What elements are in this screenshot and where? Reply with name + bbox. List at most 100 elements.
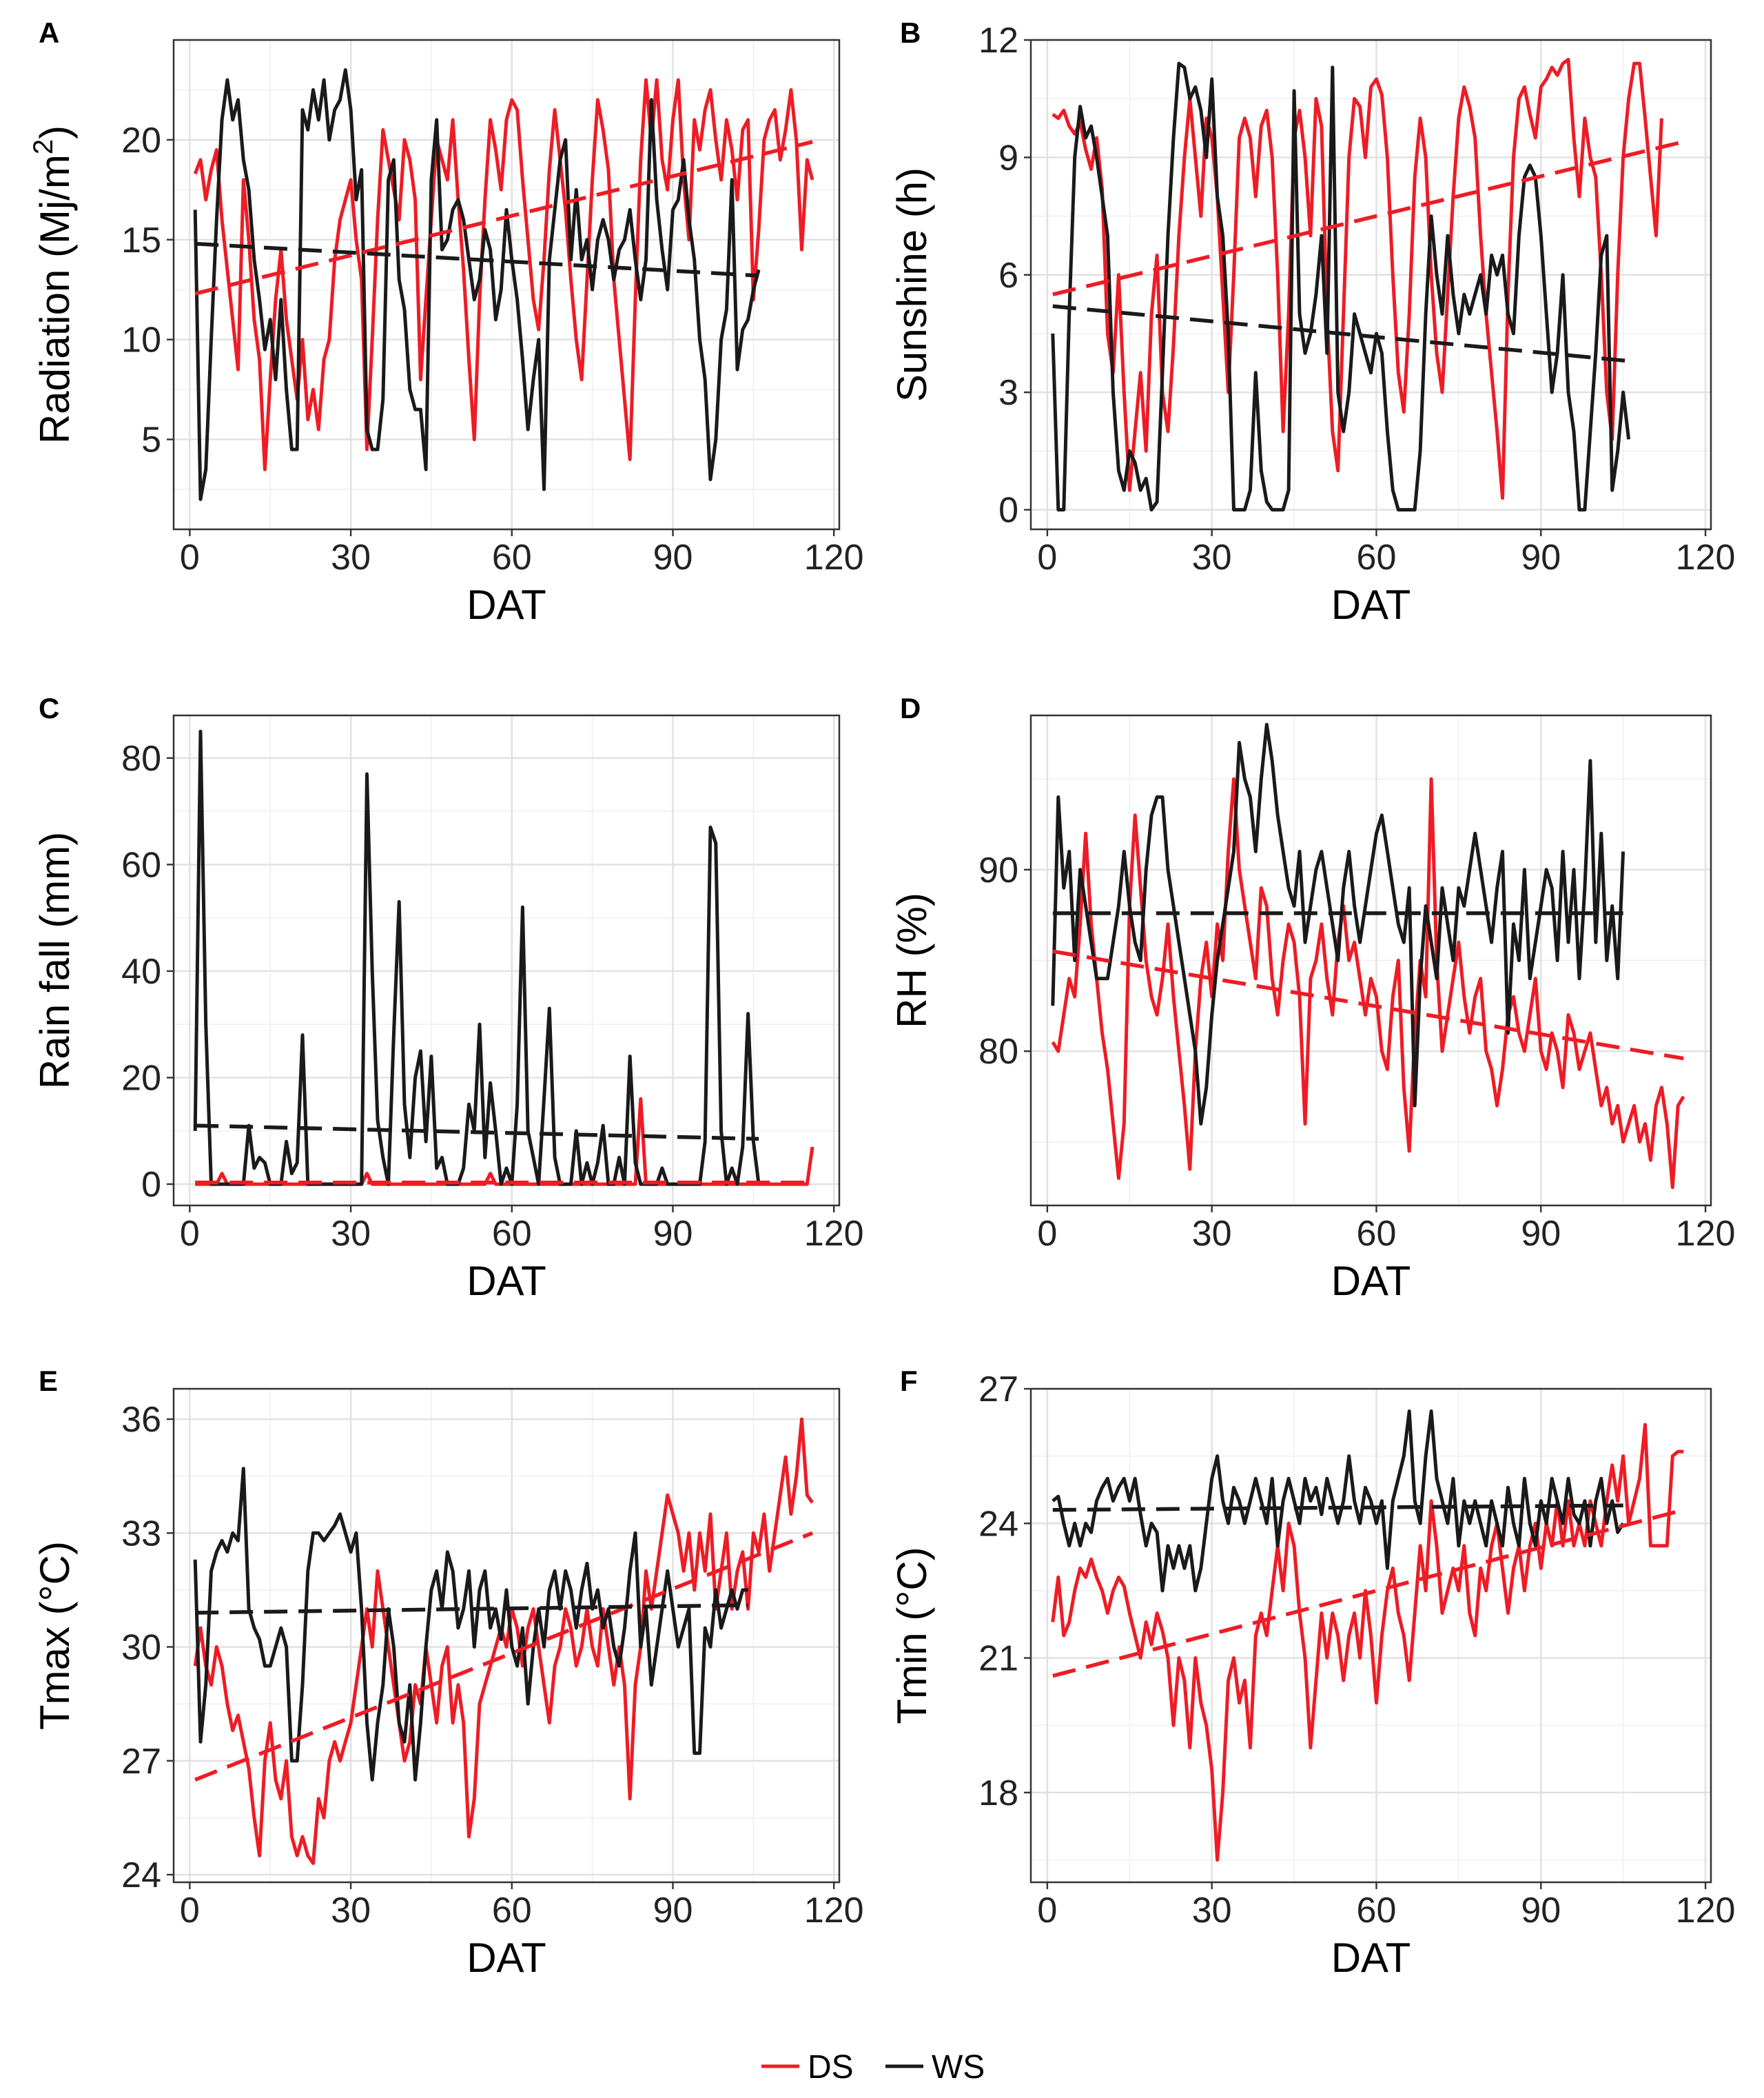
x-tick-label: 120 [804, 1214, 864, 1254]
y-tick-label: 5 [141, 420, 161, 460]
series-ds-line [1051, 777, 1685, 1190]
panel-letter: C [39, 692, 59, 724]
x-tick-label: 90 [1521, 1891, 1561, 1931]
y-tick-label: 12 [978, 21, 1018, 61]
x-tick-label: 30 [1192, 1891, 1232, 1931]
y-tick-label: 80 [121, 739, 161, 779]
panel-d: 0 30 60 90 120 80 90 DAT RH (%) D [889, 692, 1735, 1304]
panel-letter: F [900, 1365, 918, 1397]
x-tick-label: 0 [1037, 538, 1057, 578]
x-tick-label: 120 [804, 1891, 864, 1931]
y-tick-label: 90 [978, 851, 1018, 890]
panel-b: 0 30 60 90 120 0 3 6 9 12 DAT Sunshine (h) B [889, 17, 1735, 628]
panel-frame [172, 1387, 841, 1884]
x-axis-title: DAT [466, 582, 546, 628]
y-axis-title: RH (%) [889, 893, 935, 1028]
x-axis-title: DAT [466, 1258, 546, 1304]
panel-e: 0 30 60 90 120 24 27 30 33 36 DAT Tmax (°C) E [32, 1365, 864, 1981]
y-tick-label: 20 [121, 121, 161, 161]
x-tick-label: 120 [804, 538, 864, 578]
trend-ds-line [194, 140, 813, 296]
y-tick-label: 24 [121, 1855, 161, 1895]
panel-letter: E [39, 1365, 58, 1397]
panel-c: 0 30 60 90 120 0 20 40 60 80 DAT Rain fall (mm) C [32, 692, 864, 1304]
trend-ws-line [1052, 1503, 1623, 1512]
panel-letter: A [39, 17, 59, 49]
trend-ws-line [195, 1603, 748, 1615]
series-ws-line [1052, 1409, 1625, 1593]
y-tick-label: 24 [978, 1504, 1018, 1544]
panel-f: 0 30 60 90 120 18 21 24 27 DAT Tmin (°C) F [889, 1365, 1735, 1981]
y-axis-title: Radiation (Mj/m2) [28, 125, 78, 444]
legend-label-ws: WS [932, 2049, 985, 2086]
panel-frame [1029, 39, 1712, 531]
y-tick-label: 20 [121, 1059, 161, 1099]
x-axis-title: DAT [1331, 1258, 1411, 1304]
x-axis-title: DAT [1331, 1935, 1411, 1981]
series-ws-line [193, 729, 761, 1186]
x-tick-label: 30 [1192, 1214, 1232, 1254]
x-tick-label: 120 [1676, 1214, 1736, 1254]
y-tick-label: 60 [121, 845, 161, 885]
y-tick-label: 15 [121, 221, 161, 261]
series-ds-line [1052, 57, 1663, 500]
y-tick-label: 0 [998, 491, 1018, 531]
y-tick-label: 3 [998, 373, 1018, 413]
y-axis-title: Sunshine (h) [889, 167, 935, 402]
x-tick-label: 0 [180, 1214, 200, 1254]
x-tick-label: 90 [653, 1891, 693, 1931]
series-ws-line [193, 68, 761, 501]
y-tick-label: 40 [121, 952, 161, 992]
x-tick-label: 60 [492, 1214, 532, 1254]
y-axis-title: Rain fall (mm) [32, 832, 78, 1089]
x-tick-label: 0 [180, 538, 200, 578]
panel-frame [172, 39, 841, 531]
y-tick-label: 0 [141, 1165, 161, 1205]
x-tick-label: 60 [492, 1891, 532, 1931]
x-tick-label: 90 [653, 538, 693, 578]
x-axis-title: DAT [466, 1935, 546, 1981]
trend-ws-line [195, 241, 759, 278]
legend-label-ds: DS [808, 2049, 854, 2086]
x-tick-label: 30 [331, 1891, 371, 1931]
x-tick-label: 60 [1357, 1891, 1397, 1931]
x-axis-title: DAT [1331, 582, 1411, 628]
y-tick-label: 33 [121, 1514, 161, 1554]
series-ws-line [1051, 722, 1625, 1126]
x-tick-label: 0 [1037, 1891, 1057, 1931]
y-tick-label: 36 [121, 1400, 161, 1440]
y-tick-label: 27 [121, 1742, 161, 1782]
x-tick-label: 60 [1357, 1214, 1397, 1254]
y-tick-label: 9 [998, 138, 1018, 178]
x-tick-label: 0 [180, 1891, 200, 1931]
trend-ws-line [1052, 304, 1629, 363]
x-tick-label: 60 [1357, 538, 1397, 578]
trend-ds-line [1052, 949, 1684, 1061]
series-ds-line [193, 1417, 814, 1865]
legend: DS WS [761, 2049, 985, 2086]
series-ds-line [1051, 1423, 1684, 1862]
x-tick-label: 30 [331, 1214, 371, 1254]
trend-ws-line [195, 1123, 759, 1141]
x-tick-label: 120 [1676, 538, 1736, 578]
x-tick-label: 90 [1521, 1214, 1561, 1254]
trend-ds-line [1052, 140, 1684, 296]
y-axis-title: Tmin (°C) [889, 1547, 935, 1724]
x-tick-label: 60 [492, 538, 532, 578]
x-tick-label: 90 [1521, 538, 1561, 578]
x-tick-label: 0 [1037, 1214, 1057, 1254]
panel-letter: B [900, 17, 921, 49]
panel-frame [1029, 714, 1712, 1207]
panel-frame [1029, 1387, 1712, 1884]
x-tick-label: 30 [331, 538, 371, 578]
y-tick-label: 6 [998, 256, 1018, 296]
x-tick-label: 30 [1192, 538, 1232, 578]
x-tick-label: 120 [1676, 1891, 1736, 1931]
series-ws-line [1051, 61, 1631, 512]
trend-ds-line [194, 1531, 814, 1782]
panel-a: 0 30 60 90 120 5 10 15 20 DAT Radiation (Mj/m2) A [28, 17, 864, 628]
panel-frame [172, 714, 841, 1207]
y-tick-label: 10 [121, 320, 161, 360]
